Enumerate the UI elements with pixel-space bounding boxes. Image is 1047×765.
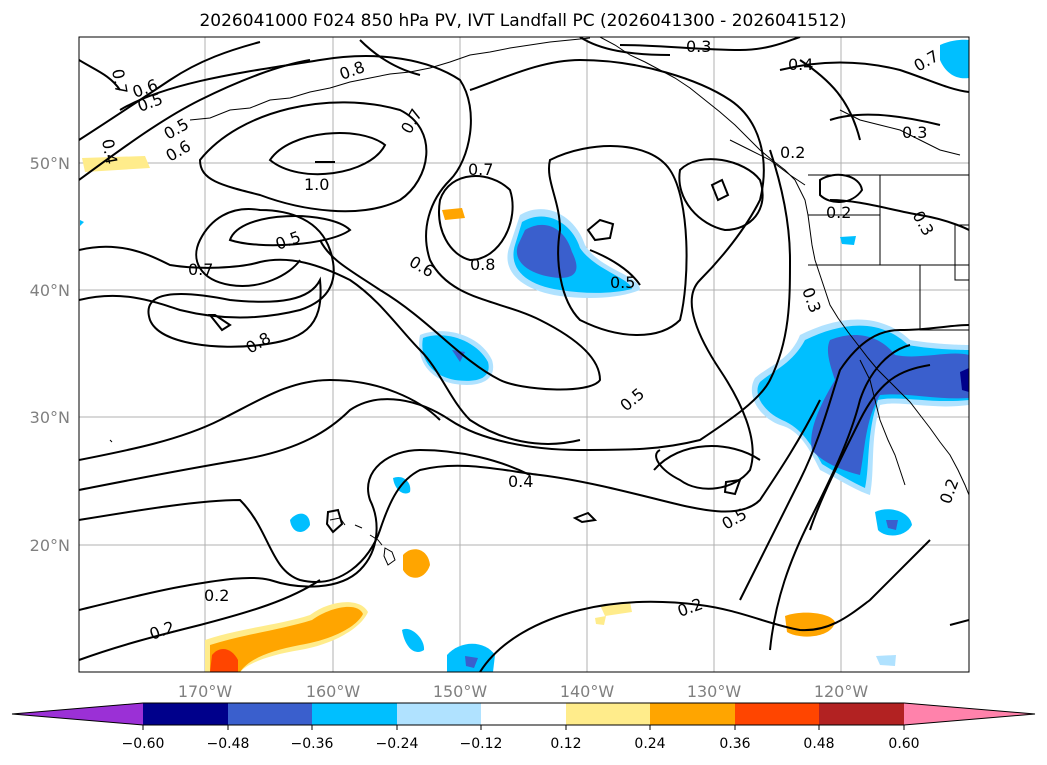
colorbar-tick-label: −0.60 [122,736,165,752]
longitude-labels: 170°W 160°W 150°W 140°W 130°W 120°W [178,682,869,701]
contour-label: 0.8 [470,255,495,274]
lat-tick-label: 30°N [30,408,70,427]
colorbar-segment [143,703,228,725]
colorbar-tick-label: 0.48 [803,736,834,752]
latitude-labels: 50°N 40°N 30°N 20°N [30,154,70,555]
contour-label: 1.0 [304,175,329,194]
contour-label: 0.2 [780,143,805,162]
colorbar-extend-low [12,703,143,725]
contour-label: 0.7 [468,160,493,179]
colorbar-segment [650,703,735,725]
pv-contours [79,37,969,672]
colorbar-segment [819,703,904,725]
colorbar: −0.60 −0.48 −0.36 −0.24 −0.12 0.12 0.24 … [11,702,1036,752]
contour-label: 0.5 [610,273,635,292]
lon-tick-label: 120°W [814,682,869,701]
contour-label: 0.3 [686,37,711,56]
lon-tick-label: 150°W [433,682,488,701]
colorbar-tick-label: 0.36 [719,736,750,752]
lat-tick-label: 20°N [30,536,70,555]
lon-tick-label: 160°W [306,682,361,701]
contour-label: 0.4 [508,472,533,491]
colorbar-tick-label: 0.60 [888,736,919,752]
map-frame [78,36,970,673]
colorbar-tick-label: 0.12 [550,736,581,752]
lat-tick-label: 40°N [30,281,70,300]
lon-tick-label: 130°W [687,682,742,701]
contour-label: 0.3 [902,123,927,142]
lon-tick-label: 140°W [560,682,615,701]
figure-title: 2026041000 F024 850 hPa PV, IVT Landfall… [199,11,846,31]
lon-tick-label: 170°W [178,682,233,701]
coastlines [109,37,969,566]
colorbar-segment [312,703,397,725]
colorbar-segment [735,703,820,725]
colorbar-tick-label: 0.24 [634,736,665,752]
colorbar-tick-label: −0.36 [291,736,334,752]
colorbar-segment [566,703,651,725]
contour-label: 0.2 [826,203,851,222]
contour-label: 0.4 [788,55,813,74]
colorbar-segment [481,703,566,725]
contour-label: 0.2 [204,586,229,605]
map-panel: 0.7 0.6 0.5 0.5 0.6 0.4 0.8 0.7 0.3 0.4 … [78,36,970,673]
contour-label: 0.7 [188,260,213,279]
colorbar-extend-high [904,703,1035,725]
colorbar-segment [397,703,482,725]
contour-label: 0.4 [98,137,121,165]
colorbar-tick-label: −0.48 [207,736,250,752]
colorbar-segment [228,703,313,725]
lat-tick-label: 50°N [30,154,70,173]
colorbar-tick-label: −0.24 [376,736,419,752]
colorbar-tick-label: −0.12 [460,736,503,752]
contour-label: 0.7 [108,67,131,95]
